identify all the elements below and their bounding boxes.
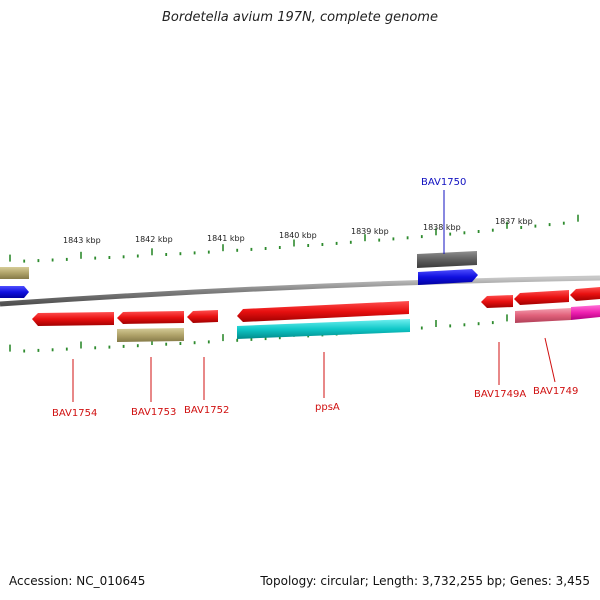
genes-outer	[0, 251, 478, 298]
label-leaders	[72, 190, 556, 402]
gene-bav1749a[interactable]	[481, 295, 513, 308]
map-title: Bordetella avium 197N, complete genome	[162, 10, 438, 25]
gene-olive-left[interactable]	[0, 267, 29, 279]
tick-row-outer	[9, 214, 579, 263]
tick-label-1841: 1841 kbp	[207, 234, 245, 243]
gene-bav1754[interactable]	[32, 312, 114, 326]
label-bav1750[interactable]: BAV1750	[421, 177, 466, 188]
gene-magenta[interactable]	[571, 305, 600, 320]
gene-bav1750[interactable]	[417, 251, 477, 268]
genome-summary-text: Topology: circular; Length: 3,732,255 bp…	[260, 574, 590, 588]
gene-labels: BAV1750 BAV1754 BAV1753 BAV1752 ppsA BAV…	[52, 177, 578, 419]
gene-blue-right[interactable]	[418, 269, 478, 285]
label-bav1749a[interactable]: BAV1749A	[474, 389, 526, 400]
genome-backbone	[0, 275, 600, 307]
tick-label-1842: 1842 kbp	[135, 235, 173, 244]
gene-red-right-1[interactable]	[514, 290, 569, 305]
gene-cyan[interactable]	[237, 319, 410, 339]
label-bav1752[interactable]: BAV1752	[184, 405, 229, 416]
gene-blue-left[interactable]	[0, 286, 29, 298]
accession-text: Accession: NC_010645	[9, 574, 146, 588]
tick-label-1839: 1839 kbp	[351, 227, 389, 236]
label-bav1749[interactable]: BAV1749	[533, 386, 578, 397]
gene-bav1749[interactable]	[515, 308, 571, 323]
tick-labels: 1843 kbp 1842 kbp 1841 kbp 1840 kbp 1839…	[63, 217, 533, 245]
tick-label-1843: 1843 kbp	[63, 236, 101, 245]
label-bav1753[interactable]: BAV1753	[131, 407, 176, 418]
tick-label-1838: 1838 kbp	[423, 223, 461, 232]
gene-bav1752[interactable]	[187, 310, 218, 323]
genes-inner	[32, 287, 600, 342]
tick-label-1840: 1840 kbp	[279, 231, 317, 240]
gene-bav1753[interactable]	[117, 311, 184, 324]
gene-red-right-2[interactable]	[570, 287, 600, 301]
leader-bav1749	[544, 337, 556, 383]
tick-label-1837: 1837 kbp	[495, 217, 533, 226]
gene-olive-inner[interactable]	[117, 328, 184, 342]
gene-ppsA[interactable]	[237, 301, 409, 322]
label-ppsA[interactable]: ppsA	[315, 402, 340, 413]
label-bav1754[interactable]: BAV1754	[52, 408, 97, 419]
